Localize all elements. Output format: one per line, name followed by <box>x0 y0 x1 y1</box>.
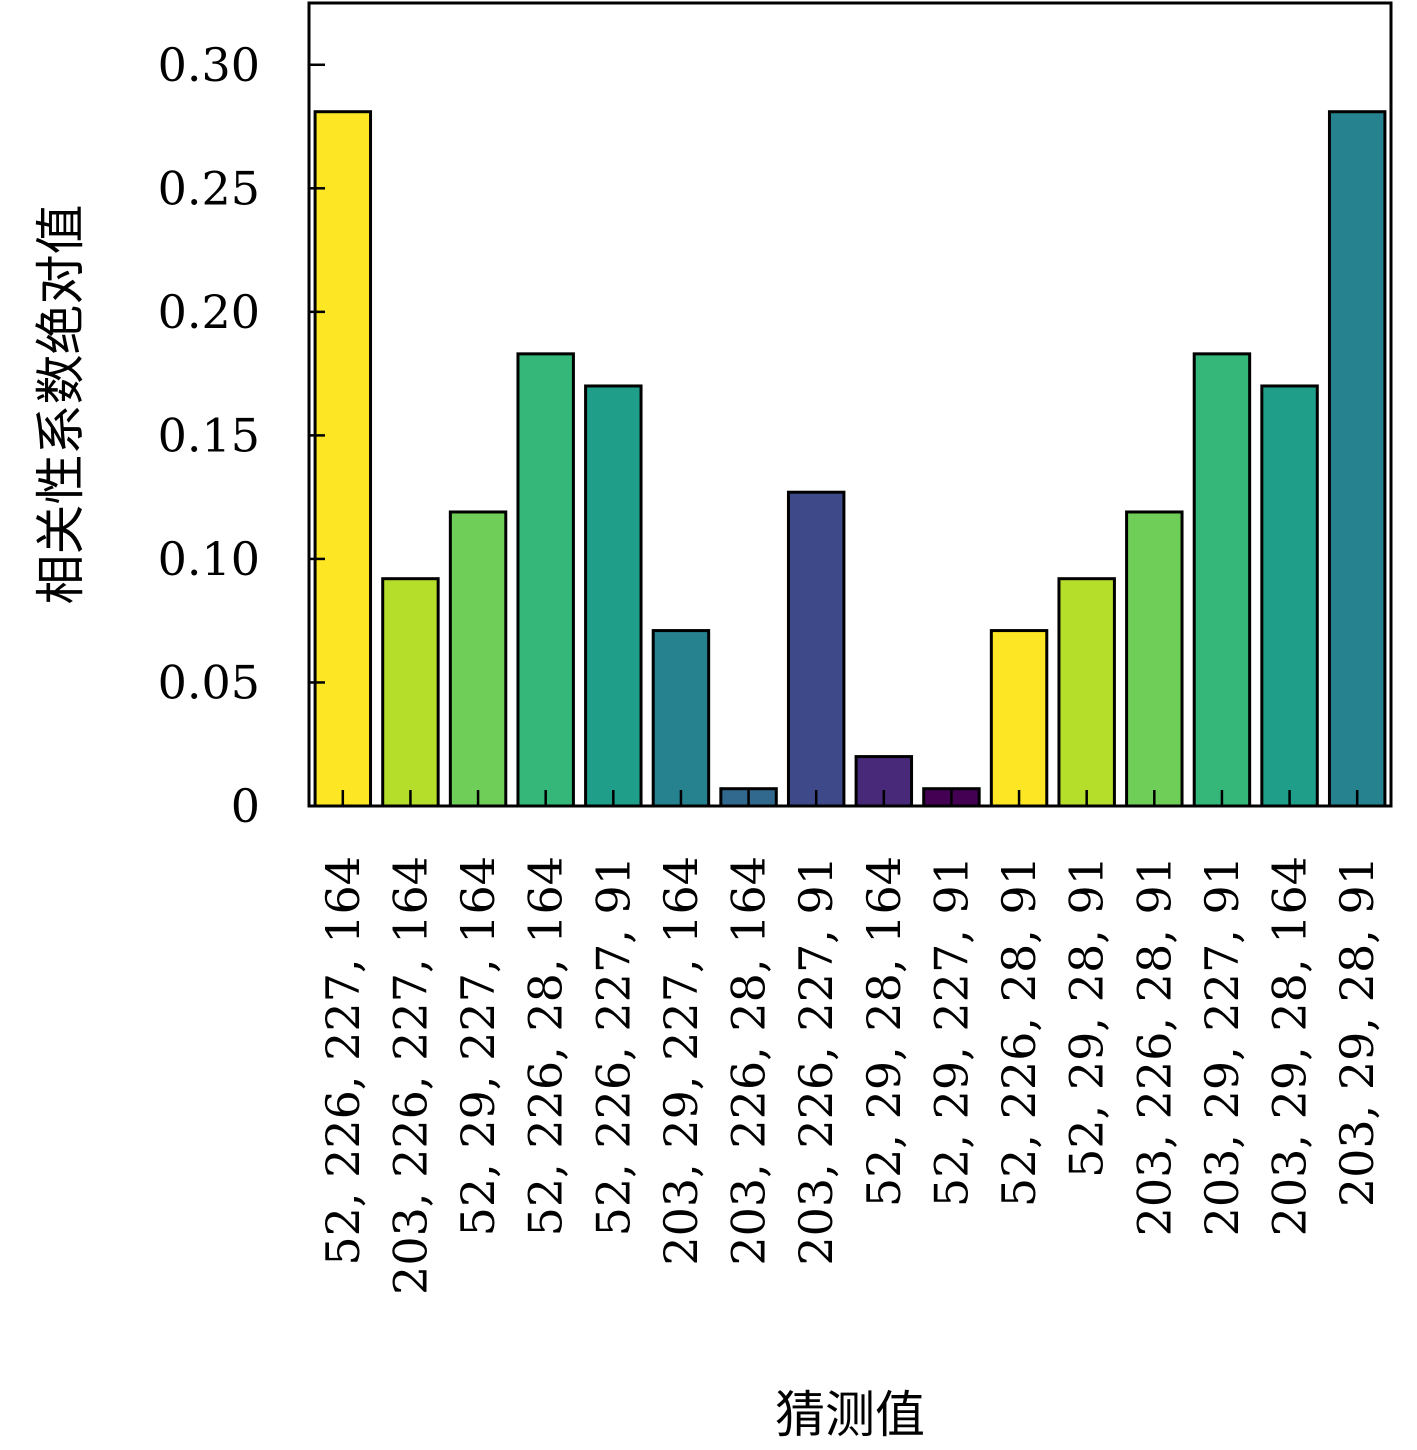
y-tick-label: 0.05 <box>158 655 260 709</box>
y-axis-title: 相关性系数绝对值 <box>32 205 90 605</box>
x-tick-label: 203, 226, 227, 164 <box>383 856 437 1295</box>
x-tick-label: 52, 226, 28, 91 <box>992 856 1046 1207</box>
bar-5 <box>584 384 643 808</box>
x-tick-label: 203, 29, 28, 164 <box>1263 856 1317 1236</box>
bar-3 <box>448 510 508 808</box>
y-tick-label: 0.15 <box>158 408 260 462</box>
bar-2 <box>381 577 440 808</box>
bar-11 <box>989 629 1049 808</box>
x-tick-label: 52, 29, 227, 91 <box>924 856 978 1207</box>
bar-13 <box>1125 510 1184 808</box>
y-axis: 0 0.05 0.10 0.15 0.20 0.25 0.30 <box>158 38 325 833</box>
bar-6 <box>651 629 711 808</box>
x-tick-label: 203, 29, 227, 91 <box>1195 856 1249 1236</box>
x-tick-label: 52, 226, 227, 91 <box>586 856 640 1236</box>
x-tick-label: 52, 29, 28, 164 <box>857 856 911 1207</box>
x-tick-label: 52, 226, 28, 164 <box>519 856 573 1236</box>
bar-4 <box>516 352 575 808</box>
x-tick-label: 203, 226, 28, 91 <box>1127 856 1181 1236</box>
x-tick-label: 52, 226, 227, 164 <box>316 856 370 1266</box>
x-tick-label: 52, 29, 28, 91 <box>1060 856 1114 1178</box>
x-tick-label: 203, 29, 28, 91 <box>1330 856 1384 1207</box>
bar-12 <box>1057 577 1116 808</box>
bar-9 <box>854 755 914 808</box>
x-tick-label: 203, 29, 227, 164 <box>654 856 708 1266</box>
y-tick-label: 0.30 <box>158 38 260 92</box>
bar-16 <box>1327 110 1387 808</box>
bars-group <box>313 110 1387 808</box>
bar-1 <box>313 110 373 808</box>
y-tick-label: 0.10 <box>158 532 260 586</box>
x-axis-title: 猜测值 <box>775 1386 925 1444</box>
bar-15 <box>1260 384 1319 808</box>
x-tick-label: 203, 226, 227, 91 <box>789 856 843 1266</box>
x-tick-label: 52, 29, 227, 164 <box>451 856 505 1236</box>
x-tick-label: 203, 226, 28, 164 <box>722 856 776 1266</box>
plot-frame <box>307 1 1393 808</box>
bar-14 <box>1192 352 1252 808</box>
y-tick-label: 0.25 <box>158 161 260 215</box>
x-axis: 52, 226, 227, 164 203, 226, 227, 164 52, 2… <box>316 790 1384 1295</box>
y-tick-label: 0.20 <box>158 285 260 339</box>
y-tick-label: 0 <box>231 779 260 833</box>
bar-8 <box>786 490 846 808</box>
